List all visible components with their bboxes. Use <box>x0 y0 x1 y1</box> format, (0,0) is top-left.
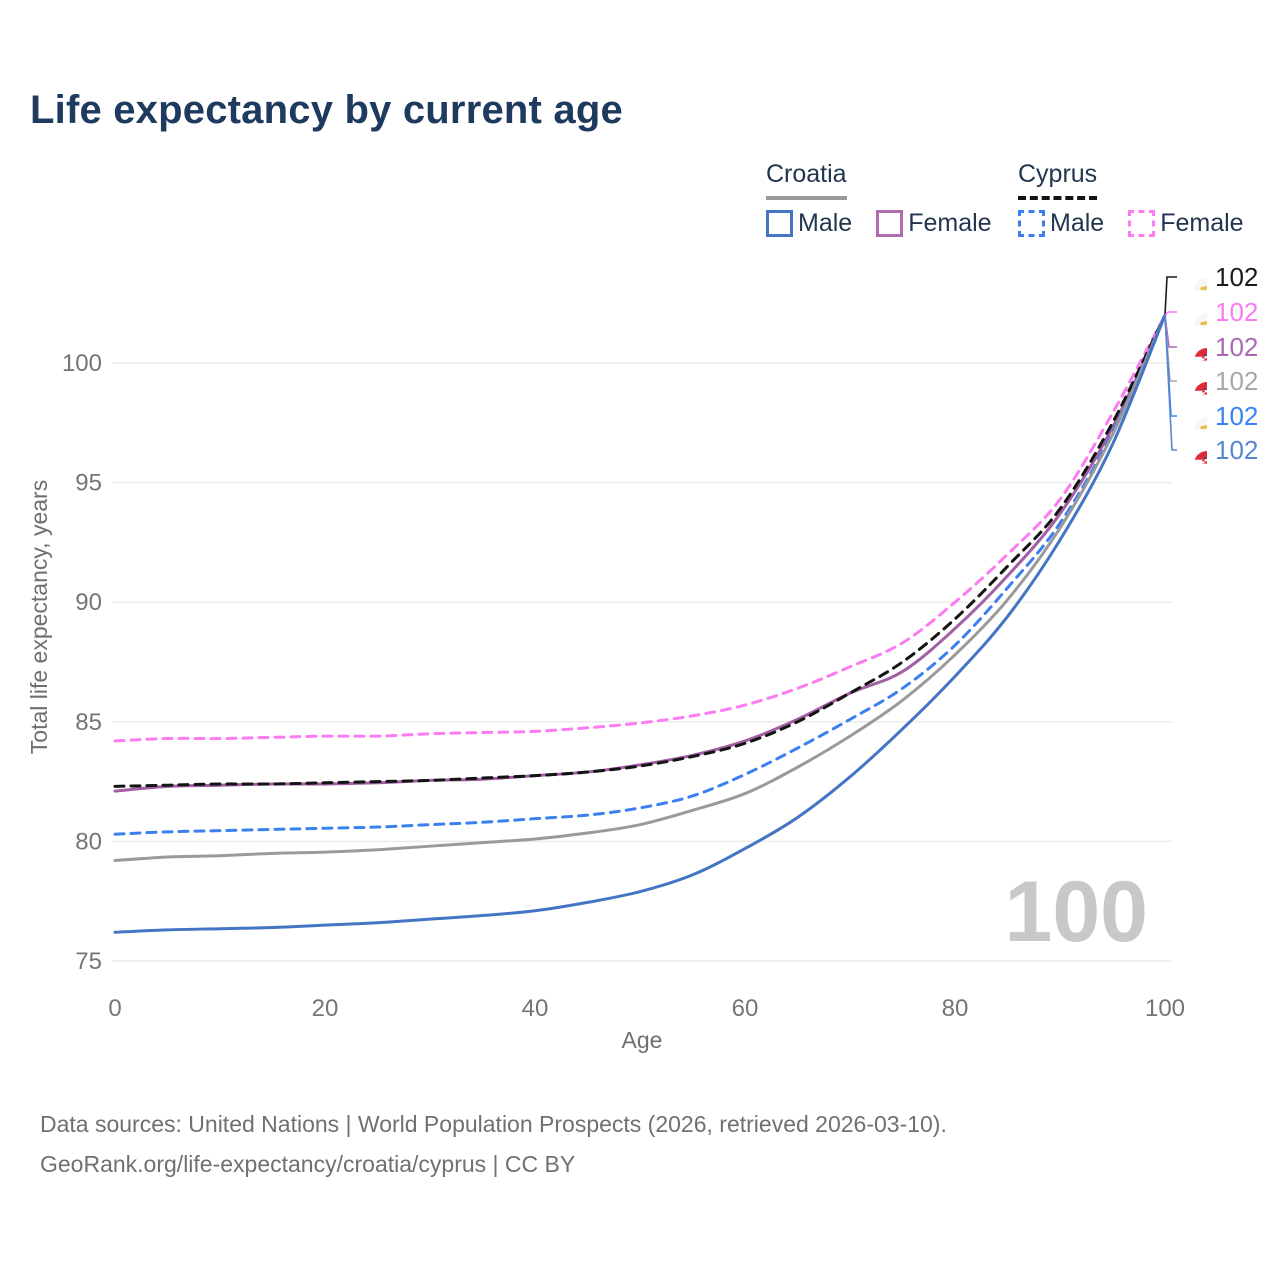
y-tick-label: 90 <box>75 589 102 616</box>
y-axis-title: Total life expectancy, years <box>26 480 52 754</box>
cyprus-male-swatch-icon <box>1018 210 1045 237</box>
footer-line-1: Data sources: United Nations | World Pop… <box>40 1111 947 1137</box>
endpoint-label-croatia-total: 102 <box>1180 365 1259 396</box>
legend-item-label: Male <box>798 209 853 237</box>
legend-item-croatia-female[interactable]: Female <box>876 209 992 238</box>
endpoint-value: 102 <box>1215 261 1259 292</box>
series-line-croatia <box>113 313 1167 863</box>
page-title: Life expectancy by current age <box>30 88 623 132</box>
leader-line <box>1164 315 1177 451</box>
endpoint-value: 102 <box>1215 434 1259 465</box>
series-line-croatia-male <box>113 313 1167 934</box>
y-tick-label: 85 <box>75 709 102 736</box>
series-curves <box>113 313 1167 934</box>
endpoint-value: 102 <box>1215 331 1259 362</box>
cyprus-flag-icon <box>1180 403 1207 430</box>
y-tick-label: 80 <box>75 828 102 855</box>
endpoint-label-cyprus-male: 102 <box>1180 400 1259 431</box>
data-sources-footer: Data sources: United Nations | World Pop… <box>40 1104 947 1184</box>
cyprus-female-swatch-icon <box>1128 210 1156 237</box>
croatia-flag-icon <box>1180 368 1207 395</box>
series-line-croatia-female <box>113 313 1167 793</box>
x-tick-label: 60 <box>732 995 759 1022</box>
endpoint-leader-lines <box>1164 276 1177 451</box>
legend-group-croatia: Croatia Male Female <box>766 160 992 238</box>
x-tick-label: 100 <box>1145 995 1185 1022</box>
croatia-flag-icon <box>1180 437 1207 464</box>
endpoint-label-croatia-female: 102 <box>1180 331 1259 362</box>
legend-item-label: Male <box>1050 209 1105 237</box>
series-line-cyprus-female <box>113 313 1167 743</box>
y-tick-label: 95 <box>75 470 102 497</box>
croatia-female-swatch-icon <box>876 210 904 237</box>
age-counter-watermark: 100 <box>1005 864 1149 960</box>
legend-item-label: Female <box>1160 209 1244 237</box>
series-line-cyprus <box>113 313 1167 788</box>
endpoint-label-cyprus-female: 102 <box>1180 296 1259 327</box>
legend-item-cyprus-female[interactable]: Female <box>1128 209 1244 238</box>
croatia-male-swatch-icon <box>766 210 793 237</box>
x-tick-label: 40 <box>522 995 549 1022</box>
x-tick-label: 0 <box>108 995 121 1022</box>
y-tick-label: 75 <box>75 948 102 975</box>
y-tick-label: 100 <box>62 350 102 377</box>
footer-line-2: GeoRank.org/life-expectancy/croatia/cypr… <box>40 1151 576 1177</box>
x-tick-label: 80 <box>942 995 969 1022</box>
leader-line <box>1164 276 1177 316</box>
x-axis-title: Age <box>622 1027 663 1053</box>
axis-tick-labels: 75 80 85 90 95 100 0 20 40 60 80 100 <box>62 350 1185 1022</box>
endpoint-label-croatia-male: 102 <box>1180 434 1259 465</box>
legend-item-cyprus-male[interactable]: Male <box>1018 209 1104 238</box>
endpoint-value: 102 <box>1215 400 1259 431</box>
cyprus-flag-icon <box>1180 264 1207 291</box>
legend-group-cyprus: Cyprus Male Female <box>1018 160 1244 238</box>
legend-item-croatia-male[interactable]: Male <box>766 209 852 238</box>
legend-item-label: Female <box>908 209 992 237</box>
series-line-cyprus-male <box>113 313 1167 836</box>
croatia-flag-icon <box>1180 334 1207 361</box>
endpoint-value: 102 <box>1215 365 1259 396</box>
legend-country-cyprus[interactable]: Cyprus <box>1018 160 1098 200</box>
leader-line <box>1164 311 1177 316</box>
endpoint-value: 102 <box>1215 296 1259 327</box>
cyprus-flag-icon <box>1180 299 1207 326</box>
endpoint-label-cyprus-total: 102 <box>1180 261 1259 292</box>
x-tick-label: 20 <box>312 995 339 1022</box>
legend-country-croatia[interactable]: Croatia <box>766 160 847 200</box>
